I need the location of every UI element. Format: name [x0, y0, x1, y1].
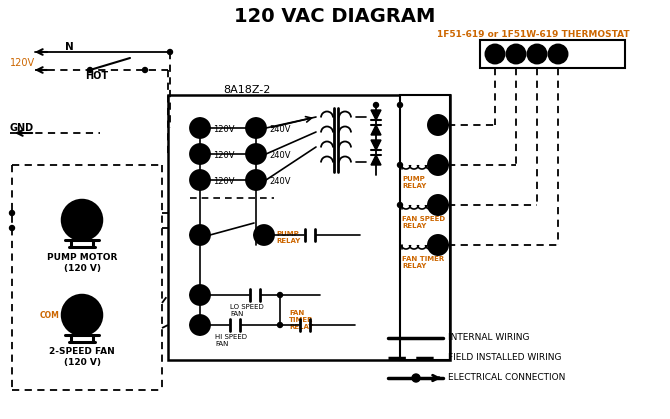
Text: HI: HI: [194, 321, 206, 329]
Circle shape: [62, 200, 102, 240]
Text: COM: COM: [39, 311, 59, 321]
Text: P2: P2: [249, 150, 263, 158]
Polygon shape: [371, 140, 381, 150]
Circle shape: [428, 115, 448, 135]
Text: G: G: [433, 240, 443, 250]
Text: 120V: 120V: [213, 124, 234, 134]
Circle shape: [190, 118, 210, 138]
Text: FAN SPEED
RELAY: FAN SPEED RELAY: [402, 216, 445, 229]
Circle shape: [190, 144, 210, 164]
Text: FAN TIMER
RELAY: FAN TIMER RELAY: [402, 256, 444, 269]
Circle shape: [190, 285, 210, 305]
Text: FAN
TIMER
RELAY: FAN TIMER RELAY: [289, 310, 314, 330]
Text: P1: P1: [257, 230, 271, 240]
Text: ELECTRICAL CONNECTION: ELECTRICAL CONNECTION: [448, 373, 565, 383]
Text: GND: GND: [10, 123, 34, 133]
Circle shape: [373, 103, 379, 108]
Text: PUMP
RELAY: PUMP RELAY: [402, 176, 426, 189]
Text: 1F51-619 or 1F51W-619 THERMOSTAT: 1F51-619 or 1F51W-619 THERMOSTAT: [437, 29, 629, 39]
Text: PUMP
RELAY: PUMP RELAY: [276, 230, 300, 243]
Circle shape: [397, 103, 403, 108]
Text: FIELD INSTALLED WIRING: FIELD INSTALLED WIRING: [448, 354, 561, 362]
Circle shape: [9, 210, 15, 215]
Circle shape: [246, 118, 266, 138]
Circle shape: [62, 295, 102, 335]
Circle shape: [254, 225, 274, 245]
Circle shape: [75, 317, 89, 331]
Circle shape: [397, 202, 403, 207]
Text: G: G: [553, 49, 563, 59]
Text: 2-SPEED FAN
(120 V): 2-SPEED FAN (120 V): [49, 347, 115, 367]
Text: 120 VAC DIAGRAM: 120 VAC DIAGRAM: [234, 7, 436, 26]
Bar: [168, 95, 450, 360]
Circle shape: [277, 323, 283, 328]
Circle shape: [168, 49, 172, 54]
Text: R: R: [490, 49, 499, 59]
Text: Y: Y: [434, 200, 442, 210]
Polygon shape: [371, 125, 381, 135]
Text: Y: Y: [533, 49, 541, 59]
Text: 8A18Z-2: 8A18Z-2: [223, 85, 271, 95]
Bar: [400, 95, 450, 360]
Circle shape: [277, 292, 283, 297]
Text: 120V: 120V: [213, 176, 234, 186]
Text: 240V: 240V: [269, 124, 291, 134]
Text: LO: LO: [61, 306, 71, 312]
Circle shape: [246, 170, 266, 190]
Text: HI SPEED
FAN: HI SPEED FAN: [215, 334, 247, 347]
Text: INTERNAL WIRING: INTERNAL WIRING: [448, 334, 529, 342]
Circle shape: [428, 155, 448, 175]
Circle shape: [527, 44, 547, 64]
Text: W: W: [432, 160, 444, 170]
Circle shape: [397, 163, 403, 168]
Circle shape: [428, 235, 448, 255]
Text: N: N: [196, 124, 204, 132]
Circle shape: [428, 195, 448, 215]
Text: LO: LO: [194, 290, 206, 300]
Circle shape: [412, 374, 420, 382]
Text: F2: F2: [250, 176, 262, 184]
Circle shape: [88, 67, 92, 72]
Text: 240V: 240V: [269, 150, 291, 160]
Circle shape: [486, 44, 505, 64]
Text: L2: L2: [250, 124, 262, 132]
Text: W: W: [510, 49, 522, 59]
Bar: [480, 40, 625, 68]
Circle shape: [9, 225, 15, 230]
Text: P2: P2: [194, 150, 206, 158]
Circle shape: [79, 215, 95, 231]
Text: PUMP MOTOR
(120 V): PUMP MOTOR (120 V): [47, 253, 117, 273]
Text: R: R: [433, 120, 442, 130]
Text: L1: L1: [194, 230, 206, 240]
Polygon shape: [371, 155, 381, 165]
Text: 120V: 120V: [10, 58, 35, 68]
Circle shape: [68, 304, 82, 318]
Circle shape: [549, 44, 567, 64]
Circle shape: [246, 144, 266, 164]
Circle shape: [190, 315, 210, 335]
Circle shape: [143, 67, 147, 72]
Text: 120V: 120V: [213, 150, 234, 160]
Text: N: N: [65, 42, 74, 52]
Text: F2: F2: [194, 176, 206, 184]
Circle shape: [190, 170, 210, 190]
Circle shape: [82, 304, 96, 318]
Circle shape: [507, 44, 525, 64]
Text: 240V: 240V: [269, 176, 291, 186]
Text: LO SPEED
FAN: LO SPEED FAN: [230, 304, 264, 317]
Circle shape: [190, 225, 210, 245]
Text: HOT: HOT: [85, 71, 108, 81]
Polygon shape: [371, 110, 381, 120]
Circle shape: [69, 209, 85, 225]
Text: HI: HI: [83, 319, 91, 325]
